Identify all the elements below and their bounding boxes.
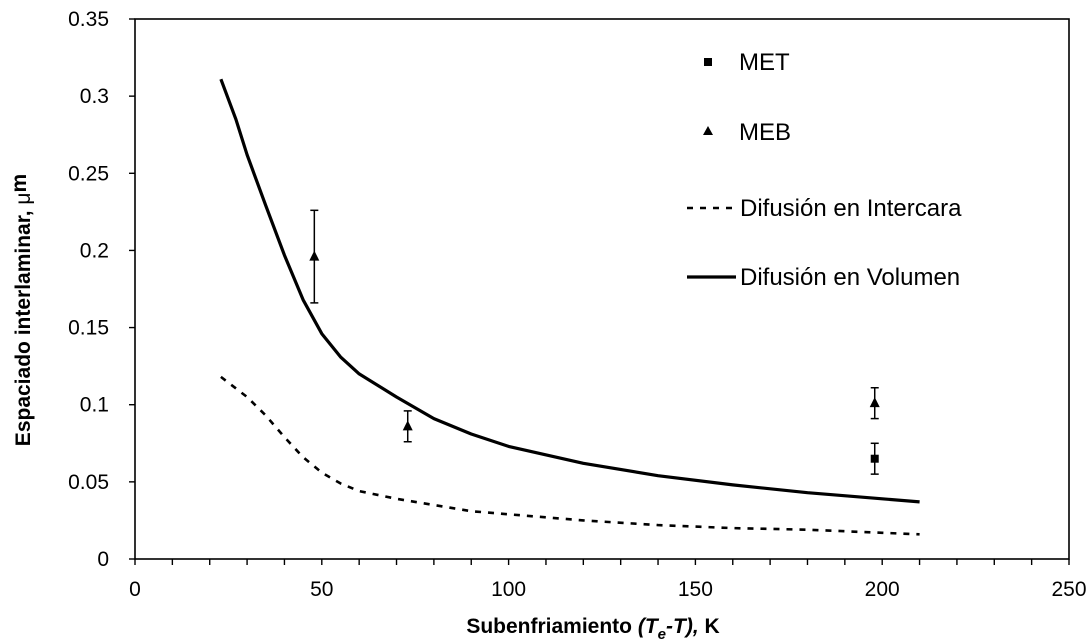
series-line-3 <box>219 78 920 504</box>
y-tick-label: 0.1 <box>80 394 109 417</box>
legend-square-marker <box>704 58 712 66</box>
legend-label: Difusión en Volumen <box>740 264 960 291</box>
triangle-marker <box>402 420 413 431</box>
y-tick-label: 0.05 <box>68 471 109 494</box>
series-lines <box>219 78 920 536</box>
legend-item: Difusión en Intercara <box>687 195 962 222</box>
series-points <box>309 209 880 475</box>
x-tick-label: 100 <box>491 578 526 601</box>
legend-triangle-marker <box>703 126 713 135</box>
y-tick-label: 0.3 <box>80 85 109 108</box>
y-axis-title: Espaciado interlaminar, μm <box>8 174 35 446</box>
plot-area <box>134 18 1070 560</box>
x-tick-label: 150 <box>678 578 713 601</box>
legend-label: Difusión en Intercara <box>740 195 962 222</box>
x-tick-label: 50 <box>310 578 333 601</box>
x-tick-label: 0 <box>129 578 141 601</box>
x-tick-label: 250 <box>1051 578 1086 601</box>
legend-item: MEB <box>703 119 791 146</box>
x-tick-label: 200 <box>865 578 900 601</box>
square-marker <box>870 454 879 463</box>
y-tick-label: 0 <box>97 548 109 571</box>
legend-label: MET <box>739 49 790 76</box>
data-point <box>402 410 413 443</box>
triangle-marker <box>309 250 320 261</box>
data-point <box>870 442 879 475</box>
y-tick-label: 0.2 <box>80 239 109 262</box>
legend-label: MEB <box>739 119 791 146</box>
plot-frame <box>134 18 1070 560</box>
data-point <box>869 386 880 420</box>
y-axis-ticks: 0 0.05 0.1 0.15 0.2 0.25 0.3 0.35 <box>68 8 135 571</box>
legend: MET MEB Difusión en Intercara Difusión en V… <box>687 49 962 291</box>
x-axis-title: Subenfriamiento (Te-T), K <box>466 615 719 642</box>
y-tick-label: 0.25 <box>68 162 109 185</box>
series-line-2 <box>220 375 920 536</box>
y-tick-label: 0.35 <box>68 8 109 31</box>
legend-item: Difusión en Volumen <box>687 264 960 291</box>
triangle-marker <box>869 397 880 408</box>
data-point <box>309 209 320 304</box>
x-axis-ticks: 0 50 100 150 200 250 <box>129 559 1087 601</box>
y-tick-label: 0.15 <box>68 317 109 340</box>
legend-item: MET <box>704 49 790 76</box>
